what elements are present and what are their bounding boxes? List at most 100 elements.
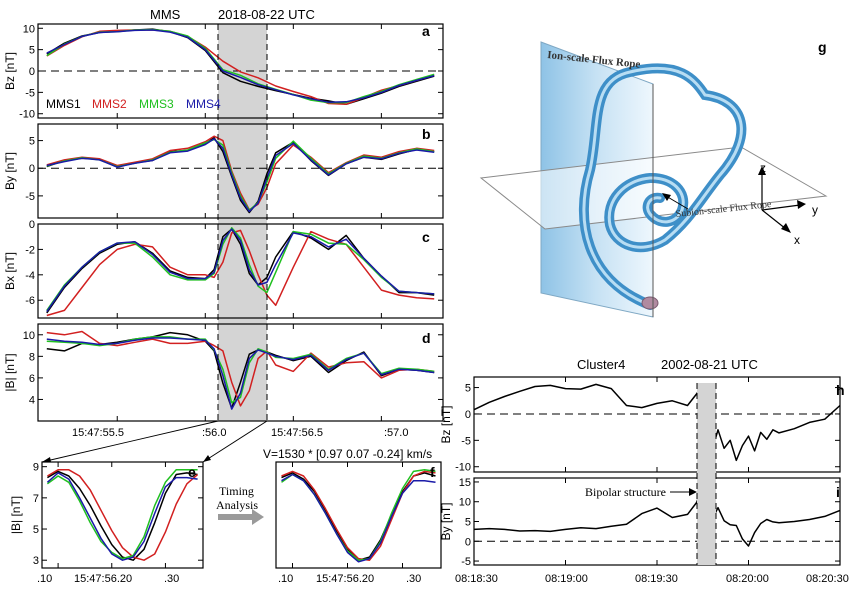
rope-end-cap — [641, 296, 659, 310]
panel-f-series-mms3 — [281, 469, 436, 561]
panel-h: 5 0 -5 -10 Bz [nT] — [439, 376, 841, 474]
panel-h-series-0 — [473, 383, 841, 462]
panel-b-series-mms4 — [46, 138, 435, 213]
panel-h-frame — [473, 376, 841, 473]
zoom-connector-left — [41, 420, 219, 463]
panel-letter-e: e — [188, 464, 196, 480]
panel-f — [275, 461, 442, 569]
left-date-title: 2018-08-22 UTC — [218, 7, 315, 22]
panel-c-ytick-label-3: -6 — [25, 295, 35, 307]
panel-d: 10 8 6 4 |B| [nT] — [3, 323, 444, 422]
panel-letter-c: c — [422, 229, 430, 245]
panel-d-frame — [37, 323, 444, 422]
panel-d-series-mms4 — [46, 337, 435, 410]
timing-label-1: Timing — [219, 484, 254, 498]
panel-f-series-mms4 — [281, 473, 436, 563]
right-date-title: 2002-08-21 UTC — [661, 357, 758, 372]
panel-a: 10 5 0 -5 -10 Bz [nT] — [3, 23, 444, 121]
panel-c: 0 -2 -4 -6 Bx [nT] — [3, 219, 444, 319]
panel-e-ytick-label-0: 9 — [33, 462, 39, 474]
timing-label-2: Analysis — [216, 498, 258, 512]
panel-a-ylabel: Bz [nT] — [3, 52, 17, 90]
panel-f-series-mms2 — [281, 470, 436, 561]
panel-h-ylabel: Bz [nT] — [439, 405, 453, 443]
panel-d-ytick-label-1: 8 — [29, 351, 35, 363]
x-axis-head — [781, 223, 791, 233]
panel-d-ytick-label-2: 6 — [29, 373, 35, 385]
z-axis-label: z — [760, 161, 766, 175]
x-axis — [761, 209, 787, 230]
panel-f-series-mms1 — [281, 472, 436, 561]
panel-d-series-mms2 — [46, 330, 435, 407]
panel-c-series-mms4 — [46, 228, 435, 313]
panel-h-ytick-label-3: -10 — [455, 462, 471, 474]
right-mission-title: Cluster4 — [577, 357, 625, 372]
panel-letter-g: g — [818, 39, 827, 55]
panel-e-ytick-label-3: 3 — [33, 555, 39, 567]
x-tick-570: :57.0 — [384, 427, 408, 439]
zoom-arrowhead-right — [203, 455, 211, 462]
panel-a-ytick-label-0: 10 — [23, 23, 35, 35]
panel-a-ytick-label-1: 5 — [29, 45, 35, 57]
panel-a-ytick-label-3: -5 — [25, 87, 35, 99]
panel-c-ylabel: Bx [nT] — [3, 252, 17, 290]
panel-c-series-mms2 — [46, 229, 435, 317]
panel-h-ytick-label-2: -5 — [461, 435, 471, 447]
panel-letter-a: a — [422, 23, 430, 39]
panel-e-ytick-label-2: 5 — [33, 524, 39, 536]
panel-b-ylabel: By [nT] — [3, 152, 17, 190]
bipolar-label: Bipolar structure — [585, 485, 666, 499]
timing-arrow — [218, 509, 264, 525]
panel-i: 15 10 5 0 -5 By [nT] — [439, 477, 841, 568]
panel-b-ytick-label-2: -5 — [25, 191, 35, 203]
panel-i-ytick-label-2: 5 — [465, 517, 471, 529]
f-tick-20: 15:47:56.20 — [316, 573, 374, 585]
panel-e-series-mms3 — [46, 469, 198, 560]
subion-arrow-head — [662, 193, 671, 201]
panel-i-ytick-label-1: 10 — [459, 497, 471, 509]
f-tick-10: .10 — [278, 573, 293, 585]
ion-rope-highlight — [582, 66, 743, 307]
panel-i-ytick-label-4: -5 — [461, 556, 471, 568]
e-tick-20: 15:47:56.20 — [74, 573, 132, 585]
panel-d-ytick-label-3: 4 — [29, 394, 35, 406]
panel-c-frame — [37, 223, 444, 319]
legend-mms2: MMS2 — [92, 97, 127, 111]
panel-d-ylabel: |B| [nT] — [3, 353, 17, 391]
e-tick-30: .30 — [164, 573, 179, 585]
panel-a-ytick-label-4: -10 — [19, 109, 35, 121]
x-tick-565: 15:47:56.5 — [271, 427, 323, 439]
panel-c-ytick-label-1: -2 — [25, 244, 35, 256]
panel-a-ytick-label-2: 0 — [29, 66, 35, 78]
h-tick-2: 08:19:30 — [635, 573, 678, 585]
h-tick-3: 08:20:00 — [726, 573, 769, 585]
panel-b-frame — [37, 123, 444, 219]
velocity-label: V=1530 * [0.97 0.07 -0.24] km/s — [263, 447, 432, 461]
cluster-interval-shading — [697, 383, 716, 565]
panel-e-series-mms2 — [47, 469, 199, 561]
interval-shading — [218, 24, 267, 421]
panel-letter-d: d — [422, 330, 431, 346]
panel-letter-h: h — [836, 382, 845, 398]
panel-e-frame — [41, 461, 204, 569]
x-tick-555: 15:47:55.5 — [72, 427, 124, 439]
x-axis-label: x — [794, 233, 800, 247]
y-axis — [761, 204, 801, 211]
panel-letter-f: f — [430, 464, 435, 480]
zoom-connector-right — [202, 420, 268, 463]
h-tick-0: 08:18:30 — [455, 573, 498, 585]
panel-e: 9 7 5 3 |B| [nT] — [9, 461, 204, 569]
panel-f-frame — [275, 461, 442, 569]
panel-c-ytick-label-0: 0 — [29, 219, 35, 231]
legend-mms1: MMS1 — [46, 97, 81, 111]
y-axis-head — [797, 200, 806, 209]
flux-rope-diagram: z y x Ion-scale Flux Rope Subion-scale F… — [479, 41, 828, 318]
x-tick-560: :56.0 — [202, 427, 226, 439]
panel-e-series-mms4 — [46, 472, 198, 561]
panel-b-ytick-label-0: 5 — [29, 136, 35, 148]
panel-letter-i: i — [836, 484, 840, 500]
z-axis-head — [758, 166, 766, 175]
legend-mms3: MMS3 — [139, 97, 174, 111]
subion-arrow — [665, 195, 689, 210]
